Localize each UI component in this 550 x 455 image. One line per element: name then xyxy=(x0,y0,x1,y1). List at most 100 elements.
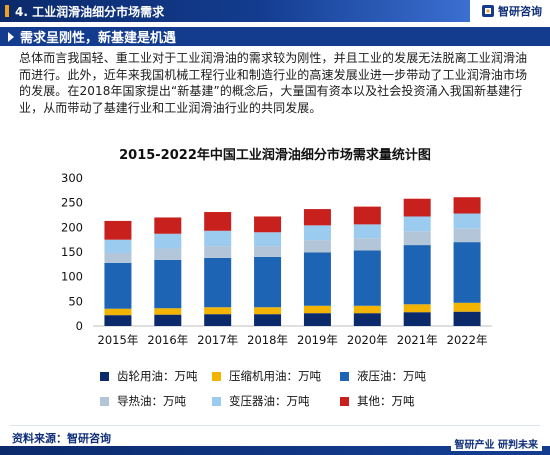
section-header: 需求呈刚性，新基建是机遇 xyxy=(0,27,550,46)
bar-segment xyxy=(154,308,182,315)
divider xyxy=(10,425,540,426)
bar-segment xyxy=(353,206,381,225)
bar-segment xyxy=(453,311,481,326)
y-tick-label: 250 xyxy=(61,196,83,210)
bar-segment xyxy=(403,231,431,246)
bar-segment xyxy=(104,262,132,309)
legend-item: 变压器油：万吨 xyxy=(212,393,340,409)
bar-segment xyxy=(254,246,282,257)
bar-segment xyxy=(353,305,381,314)
bar-segment xyxy=(403,245,431,305)
footer-slogan: 智研产业 研判未来 xyxy=(450,436,542,451)
y-tick-label: 50 xyxy=(68,294,83,308)
legend-label: 导热油：万吨 xyxy=(117,394,186,408)
y-tick-label: 0 xyxy=(76,319,83,333)
bar-segment xyxy=(154,248,182,260)
bar-segment xyxy=(303,209,331,226)
bar-segment xyxy=(154,259,182,309)
source-note: 资料来源：智研咨询 xyxy=(12,432,111,445)
x-tick-label: 2022年 xyxy=(447,333,488,347)
legend-label: 液压油：万吨 xyxy=(357,369,426,383)
top-bar: 4. 工业润滑油细分市场需求 智研咨询 xyxy=(0,0,550,22)
legend-swatch xyxy=(100,371,109,381)
bar-segment xyxy=(104,252,132,263)
bar-segment xyxy=(453,302,481,312)
page-title: 4. 工业润滑油细分市场需求 xyxy=(15,4,165,19)
bar-segment xyxy=(453,197,481,214)
bar-segment xyxy=(104,308,132,316)
x-tick-label: 2015年 xyxy=(98,333,139,347)
bar-segment xyxy=(254,307,282,315)
triangle-icon xyxy=(8,31,14,42)
top-bar-title-strip: 4. 工业润滑油细分市场需求 xyxy=(0,0,470,22)
brand-logo: 智研咨询 xyxy=(481,3,542,19)
bar-segment xyxy=(303,252,331,306)
legend-item: 其他：万吨 xyxy=(340,393,452,409)
bar-segment xyxy=(104,239,132,253)
x-tick-label: 2018年 xyxy=(247,333,288,347)
legend-swatch xyxy=(100,396,109,406)
bar-segment xyxy=(204,212,232,231)
bar-segment xyxy=(104,315,132,326)
legend-label: 压缩机用油：万吨 xyxy=(229,369,321,383)
bar-segment xyxy=(154,217,182,234)
bar-segment xyxy=(254,232,282,247)
bar-segment xyxy=(303,313,331,326)
bar-segment xyxy=(303,305,331,314)
brand-name: 智研咨询 xyxy=(498,5,542,18)
bar-segment xyxy=(154,233,182,249)
bar-segment xyxy=(254,314,282,326)
bar-segment xyxy=(403,216,431,232)
x-tick-label: 2021年 xyxy=(397,333,438,347)
bar-segment xyxy=(104,220,132,240)
section-title: 需求呈刚性，新基建是机遇 xyxy=(20,31,177,46)
legend-label: 变压器油：万吨 xyxy=(229,394,310,408)
bar-segment xyxy=(204,314,232,326)
legend-item: 压缩机用油：万吨 xyxy=(212,368,340,384)
y-tick-label: 150 xyxy=(61,245,83,259)
footer-bar xyxy=(0,446,550,455)
bar-segment xyxy=(403,198,431,217)
legend-row: 齿轮用油：万吨 压缩机用油：万吨 液压油：万吨 xyxy=(100,366,520,386)
chart-legend: 齿轮用油：万吨 压缩机用油：万吨 液压油：万吨导热油：万吨 变压器油：万吨 其他：万吨 xyxy=(100,366,520,416)
bar-segment xyxy=(403,304,431,313)
bar-segment xyxy=(204,230,232,247)
legend-item: 齿轮用油：万吨 xyxy=(100,368,212,384)
legend-item: 导热油：万吨 xyxy=(100,393,212,409)
legend-row: 导热油：万吨 变压器油：万吨 其他：万吨 xyxy=(100,391,520,411)
bar-segment xyxy=(353,250,381,306)
legend-label: 其他：万吨 xyxy=(357,394,415,408)
bar-segment xyxy=(453,228,481,243)
legend-swatch xyxy=(212,371,221,381)
y-tick-label: 200 xyxy=(61,220,83,234)
x-tick-label: 2016年 xyxy=(147,333,188,347)
bar-segment xyxy=(254,216,282,233)
legend-item: 液压油：万吨 xyxy=(340,368,452,384)
body-paragraph: 总体而言我国轻、重工业对于工业润滑油的需求较为刚性，并且工业的发展无法脱离工业润… xyxy=(19,51,528,115)
accent-square-icon xyxy=(5,5,9,17)
bar-segment xyxy=(353,313,381,326)
bar-segment xyxy=(303,240,331,253)
x-tick-label: 2019年 xyxy=(297,333,338,347)
bar-segment xyxy=(303,225,331,241)
bar-segment xyxy=(204,307,232,315)
bar-segment xyxy=(353,238,381,251)
bar-segment xyxy=(254,256,282,308)
bar-segment xyxy=(353,224,381,239)
bar-segment xyxy=(453,213,481,229)
brand-mark-icon xyxy=(482,5,494,17)
bar-segment xyxy=(453,242,481,303)
legend-swatch xyxy=(340,396,349,406)
legend-swatch xyxy=(340,371,349,381)
legend-label: 齿轮用油：万吨 xyxy=(117,369,198,383)
bar-segment xyxy=(403,312,431,326)
bar-segment xyxy=(154,314,182,326)
x-tick-label: 2020年 xyxy=(347,333,388,347)
section-header-bar: 需求呈刚性，新基建是机遇 xyxy=(0,27,550,46)
bar-segment xyxy=(204,246,232,258)
chart-title: 2015-2022年中国工业润滑油细分市场需求量统计图 xyxy=(119,148,431,163)
bar-segment xyxy=(204,257,232,308)
y-tick-label: 300 xyxy=(61,171,83,185)
y-tick-label: 100 xyxy=(61,270,83,284)
